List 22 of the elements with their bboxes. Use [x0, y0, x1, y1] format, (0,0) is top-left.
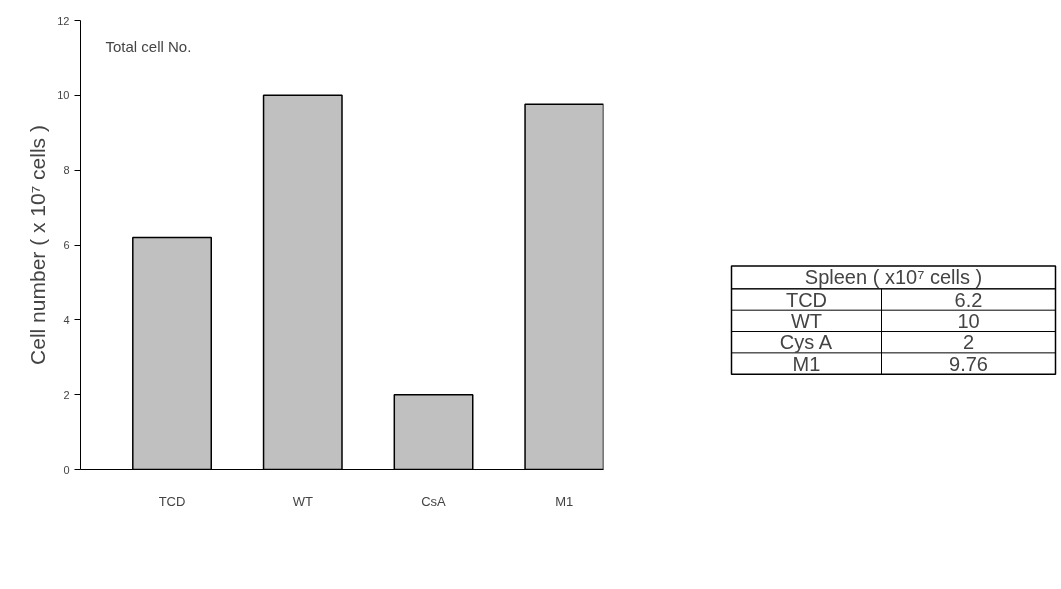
text: Cys A [779, 331, 833, 354]
text: TCD [785, 288, 828, 311]
x-tick-label: TCD [158, 493, 186, 509]
text: M1 [792, 352, 821, 375]
text: Total cell No. [105, 37, 192, 55]
y-tick-label: 4 [63, 313, 70, 326]
y-tick-label: 8 [63, 164, 70, 177]
text: 10 [957, 309, 980, 332]
y-tick-label: 12 [57, 14, 70, 27]
y-tick-label: 2 [63, 388, 70, 401]
text: WT [790, 309, 823, 332]
x-tick-label: WT [292, 493, 313, 509]
text: 9.76 [949, 352, 988, 375]
y-tick-label: 6 [63, 239, 70, 251]
x-tick-label: M1 [555, 493, 574, 509]
y-tick-label: 10 [57, 89, 70, 102]
text: 2 [962, 331, 975, 354]
y-axis-title: Cell number ( x 10⁷ cells ) [26, 125, 50, 365]
text: Spleen ( x10⁷ cells ) [804, 266, 983, 289]
x-tick-label: CsA [421, 493, 447, 509]
y-tick-label: 0 [63, 463, 70, 476]
text: 6.2 [954, 288, 983, 311]
